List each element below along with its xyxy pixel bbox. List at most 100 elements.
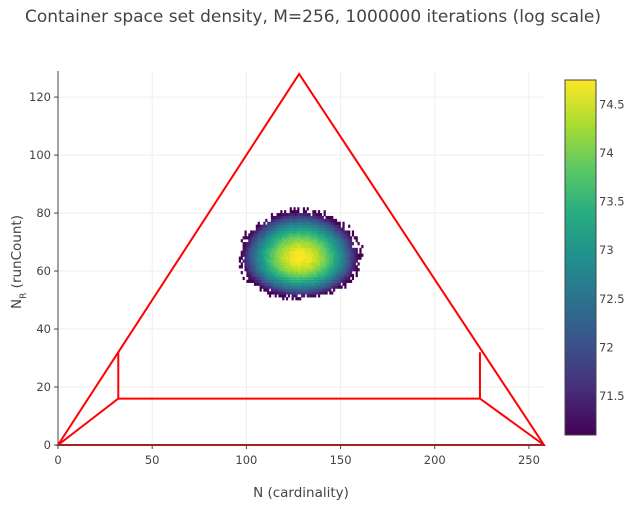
heatmap-cell bbox=[333, 253, 336, 257]
heatmap-cell bbox=[272, 233, 275, 237]
heatmap-cell bbox=[259, 236, 262, 240]
heatmap-cell bbox=[346, 244, 349, 249]
heatmap-cell bbox=[334, 233, 338, 237]
heatmap-cell bbox=[268, 276, 272, 281]
heatmap-cell bbox=[268, 271, 272, 275]
heatmap-cell bbox=[340, 253, 343, 257]
heatmap-cell bbox=[327, 215, 330, 220]
heatmap-cell bbox=[280, 259, 283, 263]
heatmap-cell bbox=[333, 233, 336, 237]
heatmap-cell bbox=[312, 227, 315, 231]
heatmap-cell bbox=[255, 271, 258, 275]
heatmap-cell bbox=[246, 259, 249, 263]
heatmap-cell bbox=[308, 291, 311, 295]
heatmap-cell bbox=[321, 233, 324, 237]
heatmap-cell bbox=[270, 256, 274, 260]
heatmap-cell bbox=[308, 276, 311, 281]
heatmap-cell bbox=[304, 271, 307, 275]
heatmap-cell bbox=[285, 288, 289, 292]
heatmap-cell bbox=[293, 247, 296, 252]
heatmap-cell bbox=[355, 273, 358, 278]
heatmap-cell bbox=[342, 276, 345, 281]
heatmap-cell bbox=[263, 288, 266, 292]
heatmap-cell bbox=[302, 244, 306, 249]
heatmap-cell bbox=[333, 221, 336, 225]
heatmap-cell bbox=[265, 285, 268, 289]
heatmap-cell bbox=[252, 242, 255, 246]
heatmap-cell bbox=[323, 247, 326, 252]
heatmap-cell bbox=[351, 268, 355, 272]
heatmap-cell bbox=[248, 247, 251, 252]
heatmap-cell bbox=[312, 291, 315, 295]
heatmap-cell bbox=[295, 230, 298, 234]
heatmap-cell bbox=[325, 227, 328, 231]
heatmap-cell bbox=[274, 259, 277, 263]
heatmap-cell bbox=[314, 242, 317, 246]
heatmap-cell bbox=[316, 218, 319, 223]
heatmap-cell bbox=[244, 247, 247, 252]
chart-title: Container space set density, M=256, 1000… bbox=[25, 7, 601, 27]
heatmap-cell bbox=[336, 279, 339, 283]
heatmap-cell bbox=[295, 253, 298, 257]
heatmap-cell bbox=[336, 242, 339, 246]
heatmap-cell bbox=[287, 218, 290, 223]
heatmap-cell bbox=[325, 239, 328, 243]
heatmap-cell bbox=[321, 268, 324, 272]
heatmap-cell bbox=[282, 282, 285, 286]
heatmap-cell bbox=[293, 239, 296, 243]
heatmap-cell bbox=[261, 276, 264, 281]
heatmap-cell bbox=[282, 224, 285, 228]
heatmap-cell bbox=[329, 250, 332, 254]
heatmap-cell bbox=[291, 239, 294, 243]
heatmap-cell bbox=[321, 282, 324, 286]
heatmap-cell bbox=[253, 273, 257, 278]
heatmap-cell bbox=[287, 250, 290, 254]
heatmap-cell bbox=[301, 224, 304, 228]
heatmap-cell bbox=[346, 230, 349, 234]
heatmap-cell bbox=[316, 285, 319, 289]
heatmap-cell bbox=[316, 291, 319, 295]
heatmap-cell bbox=[317, 288, 321, 292]
heatmap-cell bbox=[287, 279, 290, 283]
heatmap-cell bbox=[291, 282, 294, 286]
heatmap-cell bbox=[291, 210, 294, 214]
heatmap-cell bbox=[284, 259, 287, 263]
heatmap-cell bbox=[265, 224, 268, 228]
heatmap-cell bbox=[312, 239, 315, 243]
heatmap-cell bbox=[263, 271, 266, 275]
heatmap-cell bbox=[246, 250, 249, 254]
heatmap-cell bbox=[253, 242, 257, 246]
heatmap-cell bbox=[342, 233, 345, 237]
heatmap-cell bbox=[314, 265, 317, 269]
heatmap-cell bbox=[276, 271, 279, 275]
heatmap-cell bbox=[334, 273, 338, 278]
heatmap-cell bbox=[301, 227, 304, 231]
heatmap-cell bbox=[312, 262, 315, 266]
heatmap-cell bbox=[308, 227, 311, 231]
heatmap-cell bbox=[297, 227, 300, 231]
heatmap-cell bbox=[355, 253, 358, 257]
heatmap-cell bbox=[327, 218, 330, 223]
heatmap-cell bbox=[327, 242, 330, 246]
heatmap-cell bbox=[340, 239, 343, 243]
heatmap-cell bbox=[276, 253, 279, 257]
heatmap-cell bbox=[270, 242, 274, 246]
heatmap-cell bbox=[265, 273, 268, 278]
heatmap-cell bbox=[301, 271, 304, 275]
heatmap-cell bbox=[257, 265, 260, 269]
heatmap-cell bbox=[304, 221, 307, 225]
heatmap-cell bbox=[293, 218, 296, 223]
heatmap-cell bbox=[274, 247, 277, 252]
heatmap-cell bbox=[289, 265, 292, 269]
heatmap-cell bbox=[295, 218, 298, 223]
heatmap-cell bbox=[285, 213, 289, 217]
heatmap-cell bbox=[323, 239, 326, 243]
heatmap-cell bbox=[334, 262, 338, 266]
heatmap-cell bbox=[316, 244, 319, 249]
heatmap-cell bbox=[361, 244, 364, 249]
heatmap-cell bbox=[282, 288, 285, 292]
heatmap-cell bbox=[284, 279, 287, 283]
heatmap-cell bbox=[255, 233, 258, 237]
heatmap-cell bbox=[325, 253, 328, 257]
heatmap-cell bbox=[259, 233, 262, 237]
